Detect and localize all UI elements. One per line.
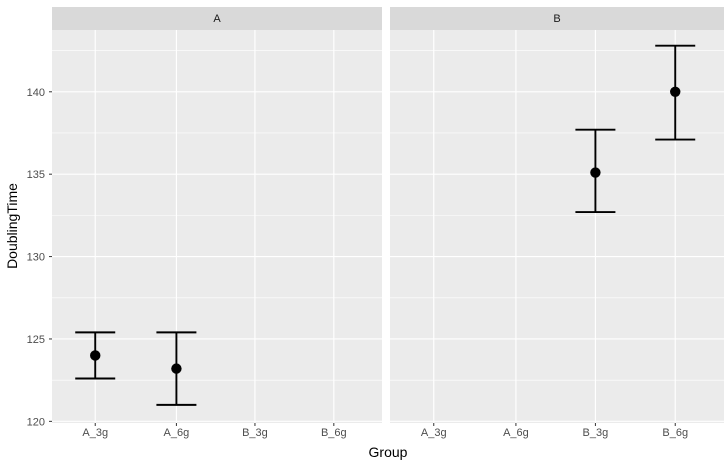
x-tick-label: B_3g <box>242 427 268 439</box>
x-tick-label: A_6g <box>164 427 190 439</box>
x-tick-label: A_3g <box>82 427 108 439</box>
facet-strip-b-label: B <box>553 12 561 25</box>
data-point <box>171 363 182 374</box>
y-axis-title: DoublingTime <box>4 183 20 269</box>
y-tick-label: 120 <box>27 416 45 428</box>
x-tick-label: A_3g <box>421 427 447 439</box>
panel-background <box>390 30 724 423</box>
x-tick-label: B_6g <box>321 427 347 439</box>
panel-background <box>52 30 382 423</box>
facet-strip-b: B <box>390 7 724 30</box>
y-tick-label: 135 <box>27 169 45 181</box>
y-tick-label: 125 <box>27 334 45 346</box>
facet-strip-a: A <box>52 7 382 30</box>
data-point <box>590 167 601 178</box>
x-tick-label: B_6g <box>662 427 688 439</box>
y-tick-label: 130 <box>27 252 45 264</box>
data-point <box>670 86 681 97</box>
y-tick-label: 140 <box>27 87 45 99</box>
data-point <box>90 350 101 361</box>
x-axis-title: Group <box>368 444 408 460</box>
x-tick-label: A_6g <box>503 427 529 439</box>
facet-strip-a-label: A <box>213 12 221 25</box>
x-tick-label: B_3g <box>583 427 609 439</box>
